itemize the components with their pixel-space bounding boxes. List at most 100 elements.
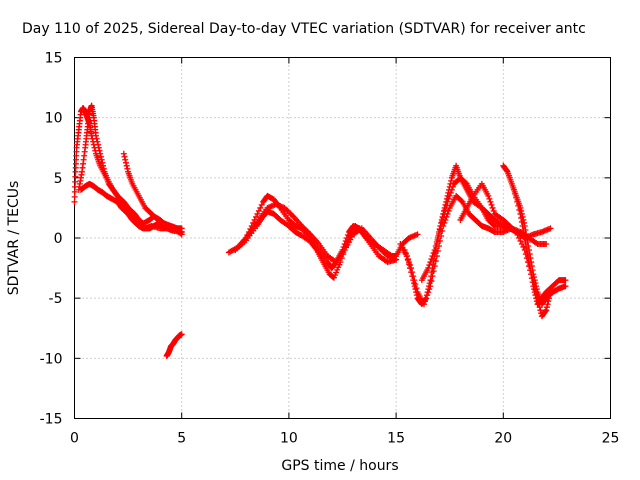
data-point: [547, 225, 554, 232]
data-point: [536, 304, 543, 311]
chart-title: Day 110 of 2025, Sidereal Day-to-day VTE…: [22, 21, 586, 37]
data-point: [95, 141, 102, 148]
data-point: [440, 214, 447, 221]
data-point: [523, 247, 530, 254]
data-point: [521, 230, 528, 237]
data-point: [120, 150, 127, 157]
data-point: [95, 144, 102, 151]
data-point: [124, 165, 131, 172]
data-point: [531, 289, 538, 296]
x-tick-label: 10: [280, 431, 298, 447]
data-point: [429, 273, 436, 280]
data-point: [445, 195, 452, 202]
data-point: [489, 204, 496, 211]
series-track-f-late: [511, 186, 569, 308]
data-point: [410, 273, 417, 280]
data-point: [490, 207, 497, 214]
data-point: [524, 251, 531, 258]
data-point: [530, 283, 537, 290]
data-point: [122, 159, 129, 166]
data-point: [543, 241, 550, 248]
series-track-d-early: [120, 150, 185, 232]
data-point: [525, 255, 532, 262]
data-point: [445, 207, 452, 214]
data-point: [517, 238, 524, 245]
data-point: [427, 277, 434, 284]
data-point: [426, 262, 433, 269]
data-point: [301, 225, 308, 232]
data-point: [518, 218, 525, 225]
data-point: [404, 256, 411, 263]
data-point: [543, 304, 550, 311]
data-point: [485, 192, 492, 199]
y-tick-label: -15: [40, 412, 63, 428]
data-point: [431, 263, 438, 270]
data-point: [526, 259, 533, 266]
data-point: [515, 202, 522, 209]
x-tick-label: 25: [602, 431, 620, 447]
data-point: [426, 286, 433, 293]
data-point: [486, 195, 493, 202]
data-point: [462, 179, 469, 186]
data-point: [430, 250, 437, 257]
data-point: [98, 156, 105, 163]
y-axis-label: SDTVAR / TECUs: [6, 181, 22, 296]
series-track-d-late: [457, 180, 554, 320]
data-point: [437, 226, 444, 233]
data-point: [432, 258, 439, 265]
data-point: [255, 207, 262, 214]
data-point: [257, 204, 264, 211]
y-tick-label: 0: [54, 231, 63, 247]
data-point: [96, 147, 103, 154]
data-marks: [71, 102, 569, 359]
y-tick-label: 5: [54, 171, 63, 187]
data-point: [443, 213, 450, 220]
data-point: [412, 281, 419, 288]
data-point: [122, 156, 129, 163]
data-point: [448, 177, 455, 184]
data-point: [123, 162, 130, 169]
data-point: [431, 247, 438, 254]
data-point: [409, 269, 416, 276]
data-point: [532, 280, 539, 287]
data-point: [514, 231, 521, 238]
data-point: [121, 153, 128, 160]
y-tick-label: -10: [40, 351, 63, 367]
data-point: [253, 213, 260, 220]
data-point: [441, 210, 448, 217]
data-point: [526, 263, 533, 270]
data-point: [511, 186, 518, 193]
data-point: [528, 275, 535, 282]
data-point: [513, 194, 520, 201]
data-point: [527, 267, 534, 274]
data-point: [97, 150, 104, 157]
data-point: [100, 165, 107, 172]
data-point: [442, 201, 449, 208]
data-point: [425, 289, 432, 296]
data-point: [544, 301, 551, 308]
data-point: [429, 253, 436, 260]
data-point: [528, 271, 535, 278]
data-point: [254, 210, 261, 217]
data-point: [437, 238, 444, 245]
data-point: [532, 292, 539, 299]
axis-ticks: 0 5 10 15 20 25 -15 -10 -5 0 5 10 15: [40, 51, 620, 447]
data-point: [438, 222, 445, 229]
data-point: [411, 277, 418, 284]
data-point: [520, 226, 527, 233]
grid: [74, 57, 611, 419]
data-point: [71, 198, 78, 205]
data-point: [447, 189, 454, 196]
data-point: [543, 307, 550, 314]
data-point: [72, 173, 79, 180]
data-point: [401, 247, 408, 254]
data-point: [432, 243, 439, 250]
x-tick-label: 15: [387, 431, 405, 447]
y-tick-label: -5: [49, 291, 63, 307]
data-point: [520, 244, 527, 251]
data-point: [519, 222, 526, 229]
data-point: [405, 259, 412, 266]
data-point: [427, 283, 434, 290]
data-point: [517, 210, 524, 217]
data-point: [428, 278, 435, 285]
